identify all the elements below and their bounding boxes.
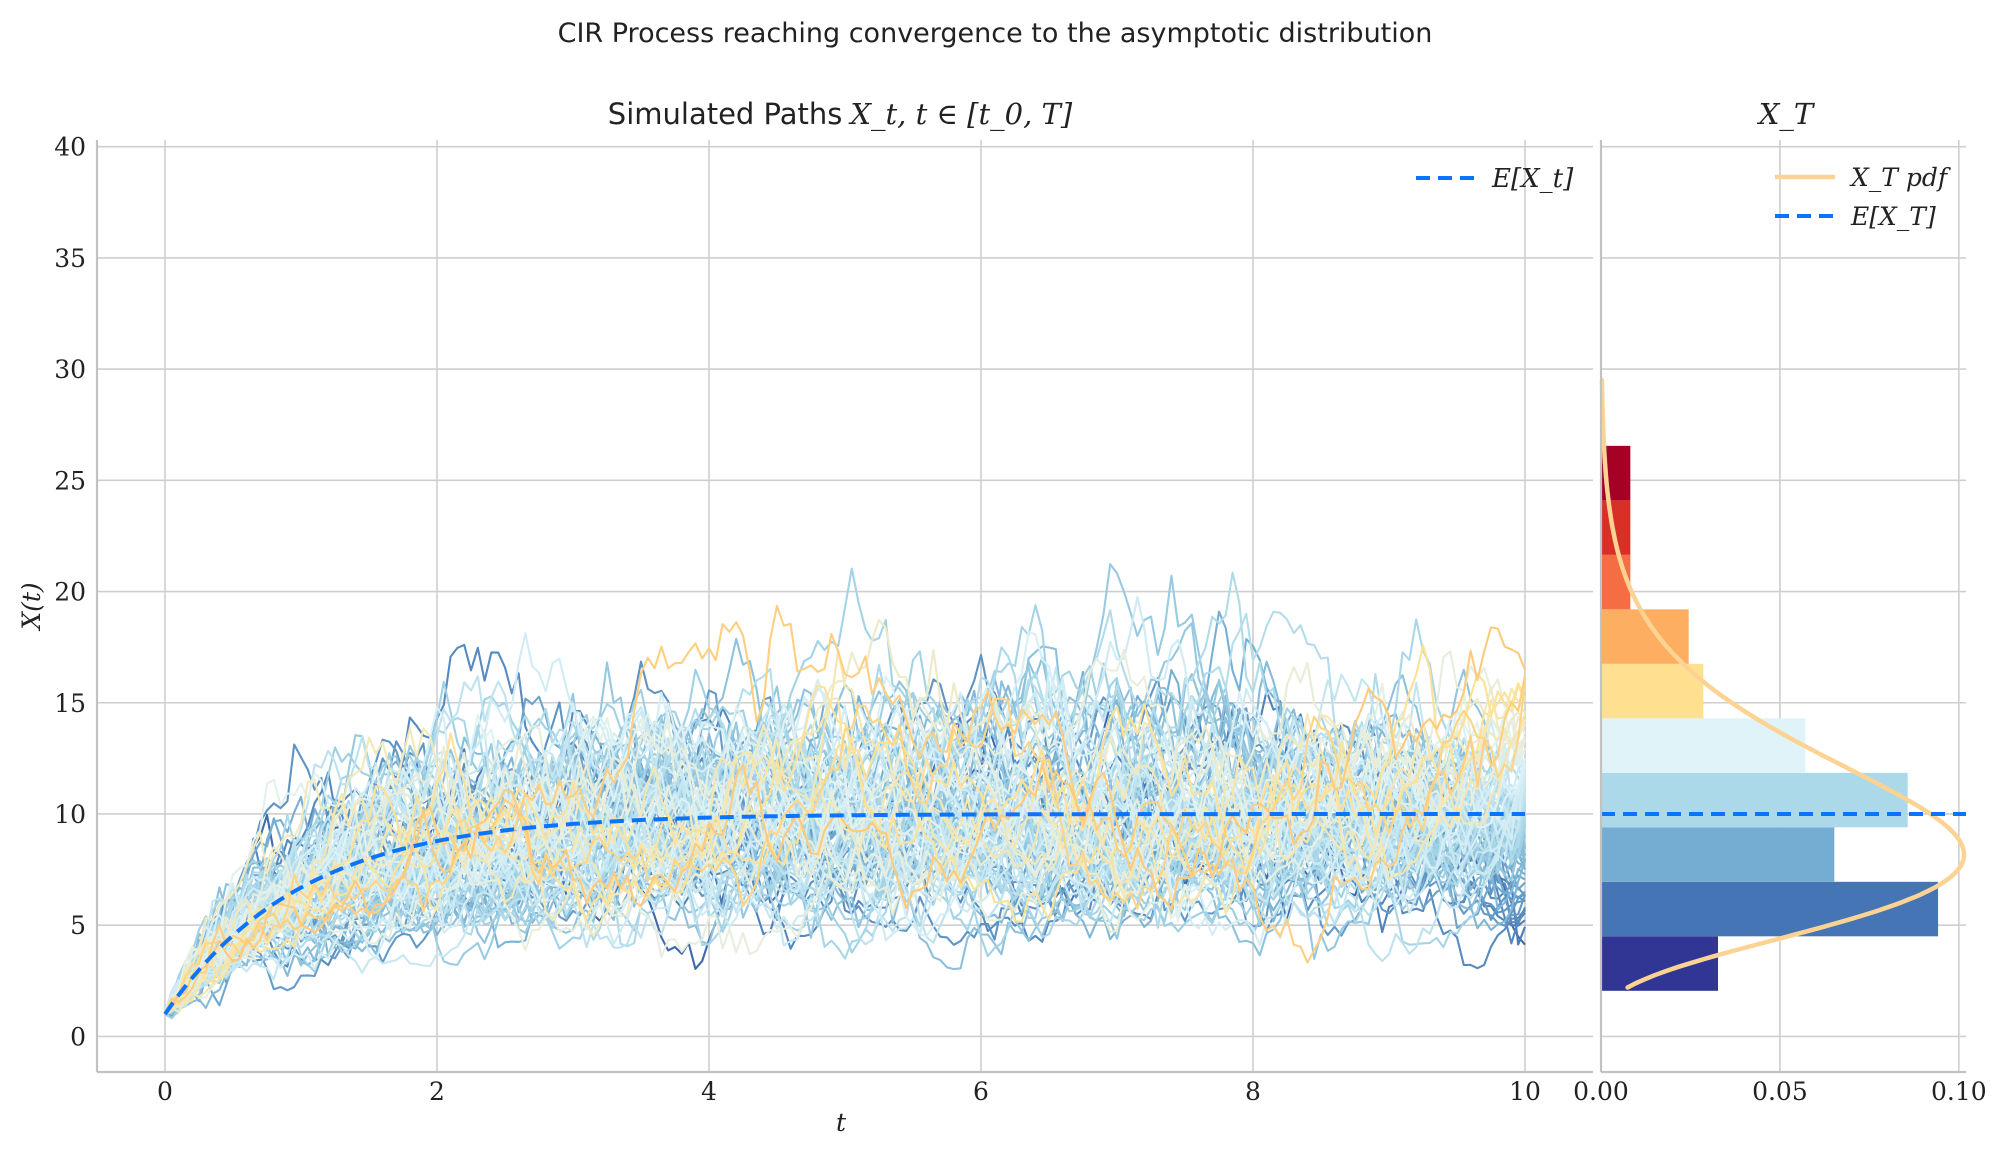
paths-lines xyxy=(163,563,1527,1020)
paths-x-tick-label: 2 xyxy=(429,1077,445,1106)
sample-path xyxy=(164,604,1527,1015)
terminal-legend-pdf-label: X_T pdf xyxy=(1849,163,1951,192)
paths-y-tick-label: 30 xyxy=(54,355,86,384)
paths-y-ticks: 0 5 10 15 20 25 30 35 40 xyxy=(54,133,86,1052)
terminal-legend-exp-label: E[X_T] xyxy=(1850,202,1936,231)
terminal-x-tick-label: 0.00 xyxy=(1573,1077,1629,1106)
paths-legend: E[X_t] xyxy=(1416,164,1574,194)
paths-title-math: X_t, t ∈ [t_0, T] xyxy=(848,97,1072,132)
paths-y-tick-label: 10 xyxy=(54,800,86,829)
histogram-bar xyxy=(1601,663,1704,719)
sample-path xyxy=(164,648,1526,1016)
terminal-legend: X_T pdf E[X_T] xyxy=(1775,163,1951,231)
paths-x-label: t xyxy=(836,1108,847,1137)
histogram-bar xyxy=(1601,718,1806,773)
paths-y-tick-label: 35 xyxy=(54,244,86,273)
terminal-title: X_T xyxy=(1757,97,1816,132)
paths-y-tick-label: 40 xyxy=(54,133,86,162)
figure-title: CIR Process reaching convergence to the … xyxy=(558,18,1433,49)
paths-x-tick-label: 4 xyxy=(701,1077,717,1106)
sample-path xyxy=(164,618,1526,1015)
sample-path xyxy=(164,644,1526,1015)
histogram-bar xyxy=(1601,936,1719,991)
paths-legend-label: E[X_t] xyxy=(1491,164,1574,194)
paths-x-tick-label: 0 xyxy=(157,1077,173,1106)
histogram-bar xyxy=(1601,772,1908,828)
paths-y-label: X(t) xyxy=(17,582,46,631)
terminal-x-tick-label: 0.10 xyxy=(1931,1077,1987,1106)
sample-path xyxy=(164,687,1526,1016)
paths-x-tick-label: 8 xyxy=(1245,1077,1261,1106)
expectation-line xyxy=(163,812,1525,1016)
paths-x-tick-label: 10 xyxy=(1509,1077,1541,1106)
paths-spines xyxy=(95,140,1593,1074)
paths-y-tick-label: 15 xyxy=(54,689,86,718)
paths-title: Simulated Paths X_t, t ∈ [t_0, T] xyxy=(608,97,1073,132)
paths-y-tick-label: 5 xyxy=(70,911,86,940)
paths-y-tick-label: 0 xyxy=(70,1022,86,1051)
sample-path xyxy=(164,687,1526,1015)
sample-path xyxy=(164,698,1526,1015)
histogram-bar xyxy=(1601,827,1835,882)
terminal-pdf-curve xyxy=(1599,377,1967,990)
paths-title-prefix: Simulated Paths xyxy=(608,97,843,131)
paths-y-tick-label: 25 xyxy=(54,466,86,495)
terminal-spines xyxy=(1599,140,1966,1074)
paths-panel: 0 2 4 6 8 10 0 5 10 15 20 25 30 35 40 Simulated Paths… xyxy=(17,97,1593,1137)
paths-y-tick-label: 20 xyxy=(54,578,86,607)
terminal-x-ticks: 0.00 0.05 0.10 xyxy=(1573,1077,1987,1106)
terminal-panel: 0.00 0.05 0.10 X_T X_T pdf E[X_T] xyxy=(1573,97,1987,1106)
paths-x-tick-label: 6 xyxy=(973,1077,989,1106)
sample-path xyxy=(164,661,1526,1015)
terminal-x-tick-label: 0.05 xyxy=(1752,1077,1808,1106)
sample-path xyxy=(164,626,1526,1015)
sample-path xyxy=(164,712,1526,1016)
paths-x-ticks: 0 2 4 6 8 10 xyxy=(157,1077,1541,1106)
paths-grid xyxy=(97,140,1593,1072)
